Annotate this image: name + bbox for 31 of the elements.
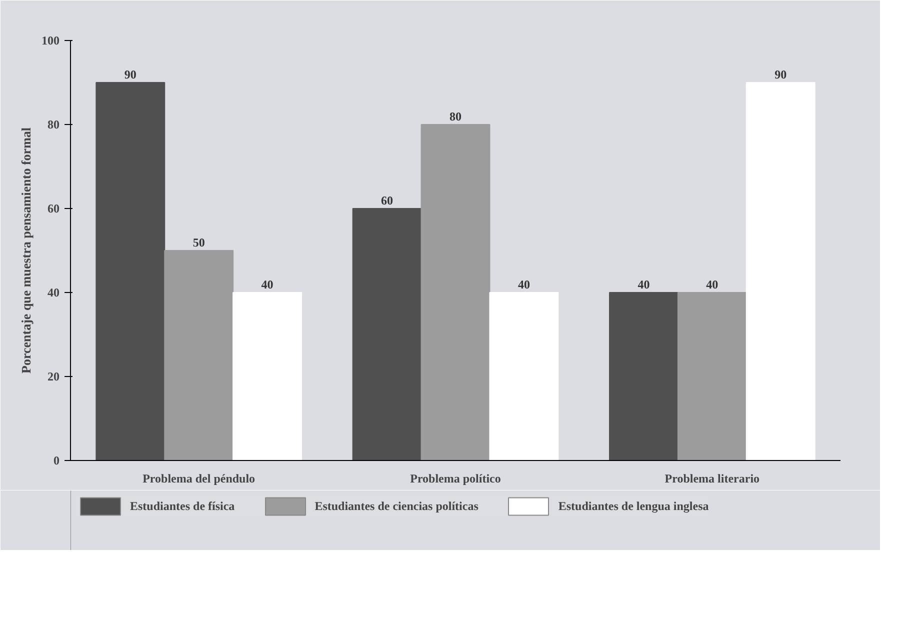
data-label: 90: [124, 68, 136, 82]
bar: [164, 250, 234, 460]
data-label: 50: [192, 236, 205, 250]
y-tick-label: 40: [48, 286, 60, 300]
y-tick-label: 60: [48, 202, 60, 216]
bar: [96, 82, 166, 460]
bar: [352, 208, 422, 460]
y-axis-title: Porcentaje que muestra pensamiento formal: [18, 127, 34, 374]
x-tick-label: Problema literario: [664, 472, 760, 486]
data-label: 60: [381, 194, 394, 208]
bar: [232, 292, 302, 460]
bar: [489, 292, 559, 460]
legend-label: Estudiantes de ciencias políticas: [314, 498, 478, 514]
y-tick-label: 0: [54, 454, 60, 468]
x-tick-label: Problema político: [410, 472, 501, 486]
bar: [677, 292, 747, 460]
y-tick-label: 100: [42, 34, 60, 48]
data-label: 90: [774, 68, 787, 82]
data-label: 80: [450, 110, 462, 124]
data-label: 40: [518, 278, 530, 292]
data-label: 40: [706, 278, 718, 292]
data-label: 40: [638, 278, 650, 292]
legend-label: Estudiantes de lengua inglesa: [558, 498, 709, 514]
x-tick-label: Problema del péndulo: [142, 472, 256, 486]
bar: [746, 82, 816, 460]
y-tick-label: 80: [48, 118, 60, 132]
legend-label: Estudiantes de física: [130, 498, 235, 514]
data-label: 40: [261, 278, 274, 292]
bar: [609, 292, 678, 460]
y-tick-label: 20: [48, 370, 60, 384]
bar: [420, 124, 490, 460]
